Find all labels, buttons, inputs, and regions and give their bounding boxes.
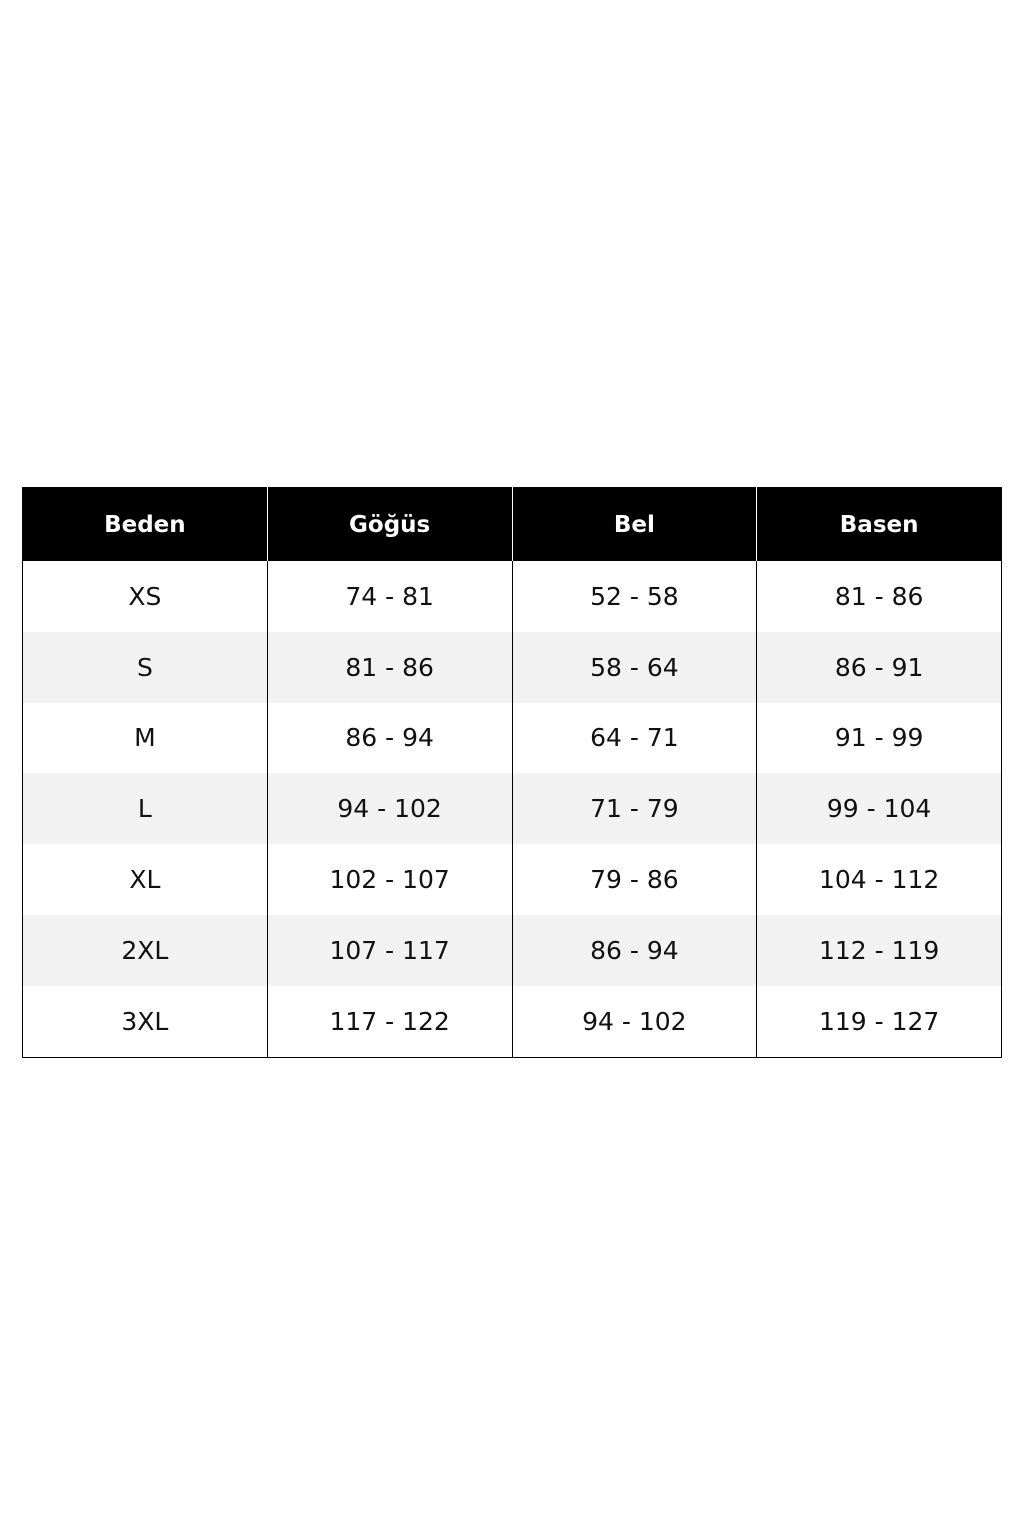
cell-hip: 119 - 127 <box>756 985 1002 1058</box>
cell-size: L <box>22 773 268 845</box>
cell-waist: 94 - 102 <box>511 985 757 1058</box>
cell-size: XL <box>129 865 161 895</box>
cell-hip: 104 - 112 <box>756 844 1002 915</box>
cell-waist: 79 - 86 <box>511 844 757 915</box>
cell-chest: 117 - 122 <box>266 985 512 1058</box>
cell-hip: 99 - 104 <box>756 773 1002 845</box>
cell-waist: 52 - 58 <box>511 561 757 632</box>
cell-waist: 64 - 71 <box>511 702 757 774</box>
cell-chest: 94 - 102 <box>266 773 512 845</box>
cell-waist: 86 - 94 <box>511 914 757 986</box>
cell-hip: 86 - 91 <box>756 631 1002 703</box>
table-row: M 86 - 94 64 - 71 91 - 99 <box>23 702 1002 774</box>
cell-chest: 81 - 86 <box>266 631 512 703</box>
header-beden: Beden <box>22 487 268 561</box>
cell-hip: 81 - 86 <box>756 561 1002 632</box>
cell-waist: 58 - 64 <box>511 631 757 703</box>
cell-hip: 112 - 119 <box>756 914 1002 986</box>
table-row: L 94 - 102 71 - 79 99 - 104 <box>22 773 1002 845</box>
cell-size: 2XL <box>22 914 268 986</box>
cell-size: XS <box>128 581 162 611</box>
table-row: XL 102 - 107 79 - 86 104 - 112 <box>23 844 1002 915</box>
cell-size: S <box>22 631 268 703</box>
header-basen: Basen <box>756 487 1002 561</box>
cell-chest: 102 - 107 <box>266 844 512 915</box>
table-row: S 81 - 86 58 - 64 86 - 91 <box>22 631 1002 703</box>
cell-chest: 86 - 94 <box>266 702 512 774</box>
cell-hip: 91 - 99 <box>756 702 1002 774</box>
cell-chest: 107 - 117 <box>266 914 512 986</box>
size-chart-table: Beden Göğüs Bel Basen XS 74 - 81 52 - 58 81… <box>22 487 1002 1058</box>
cell-size: M <box>134 723 156 753</box>
table-row: XS 74 - 81 52 - 58 81 - 86 <box>23 561 1002 632</box>
cell-chest: 74 - 81 <box>266 561 512 632</box>
cell-size: 3XL <box>121 1006 169 1036</box>
header-row: Beden Göğüs Bel Basen <box>22 487 1002 561</box>
cell-waist: 71 - 79 <box>511 773 757 845</box>
header-gogus: Göğüs <box>266 487 512 561</box>
header-bel: Bel <box>511 487 757 561</box>
table-row: 2XL 107 - 117 86 - 94 112 - 119 <box>22 914 1002 986</box>
table-row: 3XL 117 - 122 94 - 102 119 - 127 <box>23 985 1002 1058</box>
